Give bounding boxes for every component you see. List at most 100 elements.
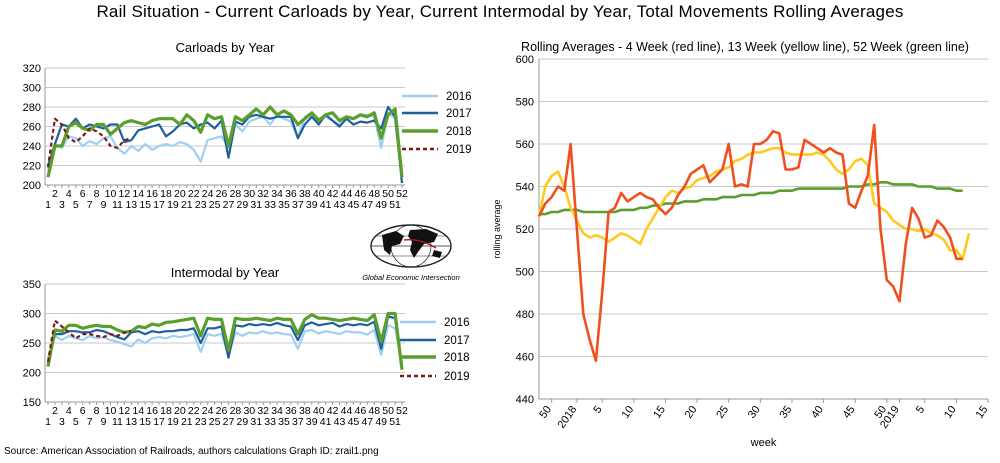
intermodal-x-tick-label-even: 48: [368, 405, 380, 417]
rolling-series-13-week: [537, 146, 971, 261]
carloads-y-tick-label: 220: [23, 161, 41, 173]
carloads-y-tick-label: 260: [23, 122, 41, 134]
rolling-x-axis-label: week: [750, 437, 777, 449]
carloads-x-tick-label-even: 52: [396, 188, 408, 200]
intermodal-x-tick-label-odd: 39: [306, 416, 318, 428]
intermodal-x-tick-label-odd: 47: [361, 416, 373, 428]
carloads-x-tick-label-odd: 19: [167, 199, 179, 211]
intermodal-x-tick-label-even: 26: [216, 405, 228, 417]
intermodal-x-tick-label-odd: 49: [375, 416, 387, 428]
carloads-x-tick-label-odd: 5: [73, 199, 79, 211]
intermodal-x-tick-label-odd: 19: [167, 416, 179, 428]
rolling-y-tick-label: 440: [516, 394, 534, 406]
carloads-x-tick-label-odd: 3: [59, 199, 65, 211]
rolling-x-tick-label: 5: [914, 404, 927, 416]
carloads-x-tick-label-odd: 15: [139, 199, 151, 211]
intermodal-x-tick-label-odd: 35: [278, 416, 290, 428]
intermodal-x-tick-label-even: 38: [299, 405, 311, 417]
carloads-x-tick-label-even: 28: [230, 188, 242, 200]
intermodal-x-tick-label-even: 18: [160, 405, 172, 417]
carloads-x-tick-label-even: 20: [174, 188, 186, 200]
carloads-x-tick-label-even: 34: [271, 188, 283, 200]
intermodal-x-tick-label-odd: 15: [139, 416, 151, 428]
page-title: Rail Situation - Current Carloads by Yea…: [96, 2, 904, 21]
rolling-y-tick-label: 560: [516, 139, 534, 151]
intermodal-x-tick-label-odd: 29: [237, 416, 249, 428]
rolling-x-tick-label: 20: [683, 404, 700, 421]
carloads-x-tick-label-even: 38: [299, 188, 311, 200]
intermodal-x-tick-label-even: 52: [396, 405, 408, 417]
intermodal-x-tick-label-odd: 21: [181, 416, 193, 428]
intermodal-y-tick-label: 200: [23, 368, 41, 380]
carloads-x-tick-label-even: 42: [327, 188, 339, 200]
carloads-x-tick-label-odd: 23: [195, 199, 207, 211]
carloads-title: Carloads by Year: [175, 40, 275, 55]
carloads-x-tick-label-odd: 33: [264, 199, 276, 211]
intermodal-x-tick-label-odd: 13: [125, 416, 137, 428]
intermodal-y-tick-label: 350: [23, 279, 41, 291]
carloads-x-tick-label-odd: 29: [237, 199, 249, 211]
rolling-x-tick-label: 40: [809, 404, 826, 421]
intermodal-y-tick-label: 250: [23, 338, 41, 350]
intermodal-x-tick-label-odd: 25: [209, 416, 221, 428]
rolling-y-axis-label: rolling average: [492, 199, 502, 258]
rolling-x-tick-label: 25: [714, 404, 731, 421]
intermodal-x-tick-label-even: 28: [230, 405, 242, 417]
rolling-x-tick-label: 15: [974, 404, 991, 421]
intermodal-x-tick-label-odd: 45: [348, 416, 360, 428]
carloads-legend-label-2019: 2019: [446, 144, 472, 156]
intermodal-x-tick-label-even: 4: [66, 405, 72, 417]
intermodal-x-tick-label-even: 24: [202, 405, 214, 417]
carloads-x-tick-label-even: 14: [132, 188, 144, 200]
source-note: Source: American Association of Railroad…: [4, 446, 379, 457]
intermodal-x-tick-label-even: 10: [105, 405, 117, 417]
carloads-y-tick-label: 320: [23, 63, 41, 75]
carloads-x-tick-label-odd: 7: [87, 199, 93, 211]
intermodal-x-tick-label-even: 44: [341, 405, 353, 417]
intermodal-x-tick-label-odd: 7: [87, 416, 93, 428]
carloads-x-tick-label-even: 10: [105, 188, 117, 200]
rolling-y-tick-label: 500: [516, 267, 534, 279]
carloads-x-tick-label-odd: 51: [389, 199, 401, 211]
carloads-x-tick-label-odd: 27: [223, 199, 235, 211]
intermodal-legend-label-2016: 2016: [444, 317, 470, 329]
intermodal-x-tick-label-even: 22: [188, 405, 200, 417]
carloads-legend-label-2017: 2017: [446, 108, 472, 120]
carloads-legend-label-2018: 2018: [446, 126, 472, 138]
rolling-x-tick-label: 35: [778, 404, 795, 421]
carloads-x-tick-label-odd: 11: [112, 199, 123, 211]
intermodal-x-tick-label-odd: 5: [73, 416, 79, 428]
carloads-x-tick-label-even: 36: [285, 188, 297, 200]
rolling-x-tick-label: 10: [942, 404, 959, 421]
carloads-x-tick-label-odd: 35: [278, 199, 290, 211]
carloads-x-tick-label-odd: 17: [153, 199, 165, 211]
intermodal-x-tick-label-odd: 3: [59, 416, 65, 428]
carloads-series-2017: [46, 105, 404, 184]
carloads-y-tick-label: 200: [23, 180, 41, 192]
carloads-x-tick-label-even: 24: [202, 188, 214, 200]
carloads-x-tick-label-even: 48: [368, 188, 380, 200]
rolling-series-4-week: [537, 123, 963, 363]
intermodal-x-tick-label-even: 6: [80, 405, 86, 417]
carloads-x-tick-label-odd: 39: [306, 199, 318, 211]
carloads-y-tick-label: 280: [23, 102, 41, 114]
carloads-x-tick-label-even: 6: [80, 188, 86, 200]
intermodal-x-tick-label-odd: 1: [45, 416, 51, 428]
carloads-x-tick-label-odd: 37: [292, 199, 304, 211]
intermodal-x-tick-label-odd: 33: [264, 416, 276, 428]
carloads-x-tick-label-even: 8: [94, 188, 100, 200]
intermodal-x-tick-label-odd: 9: [101, 416, 107, 428]
carloads-x-tick-label-even: 16: [146, 188, 158, 200]
rolling-y-tick-label: 460: [516, 352, 534, 364]
carloads-x-tick-label-odd: 9: [101, 199, 107, 211]
carloads-y-tick-label: 300: [23, 83, 41, 95]
intermodal-x-tick-label-even: 36: [285, 405, 297, 417]
intermodal-x-tick-label-even: 14: [132, 405, 144, 417]
carloads-x-tick-label-even: 44: [341, 188, 353, 200]
carloads-x-tick-label-even: 22: [188, 188, 200, 200]
intermodal-x-tick-label-odd: 37: [292, 416, 304, 428]
logo-text: Global Economic Intersection: [362, 273, 460, 282]
intermodal-x-tick-label-even: 12: [119, 405, 131, 417]
intermodal-legend-label-2019: 2019: [444, 371, 470, 383]
